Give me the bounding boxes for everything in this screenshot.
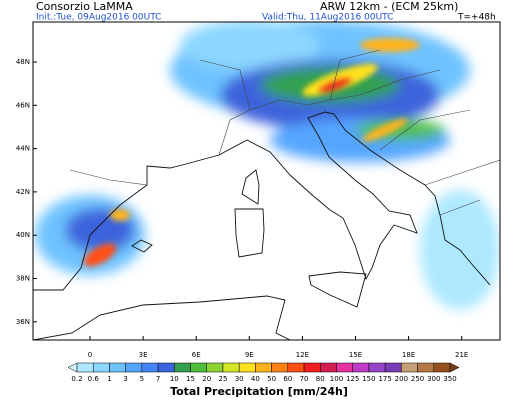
lat-label: 36N — [16, 318, 30, 326]
colorbar-swatch — [157, 362, 175, 373]
colorbar-label: 100 — [330, 375, 343, 383]
colorbar-label: 25 — [218, 375, 227, 383]
colorbar-swatch — [384, 362, 402, 373]
lon-label: 15E — [349, 351, 362, 359]
colorbar-swatch — [76, 362, 94, 373]
colorbar: 0.2 0.6 1 3 5 7 10 15 20 25 30 40 50 60 70 80 100 125 150 1… — [67, 362, 460, 383]
lon-label: 12E — [296, 351, 309, 359]
colorbar-swatch — [174, 362, 191, 373]
lat-label: 42N — [16, 188, 30, 196]
colorbar-swatch — [336, 362, 353, 373]
map — [33, 22, 500, 340]
colorbar-swatch — [238, 362, 256, 373]
colorbar-swatch — [222, 362, 240, 373]
colorbar-label: 150 — [362, 375, 375, 383]
lat-label: 38N — [16, 275, 30, 283]
coastline — [33, 111, 491, 291]
lat-label: 40N — [16, 231, 30, 239]
colorbar-swatch — [352, 362, 370, 373]
colorbar-swatch — [141, 362, 159, 373]
colorbar-swatch — [287, 362, 305, 373]
lon-label: 0 — [88, 351, 92, 359]
colorbar-label: 20 — [202, 375, 211, 383]
header-init: Init.:Tue, 09Aug2016 00UTC — [36, 13, 161, 23]
colorbar-label: 7 — [156, 375, 160, 383]
lon-label: 21E — [455, 351, 468, 359]
colorbar-label: 0.6 — [88, 375, 100, 383]
colorbar-label: 40 — [251, 375, 260, 383]
colorbar-arrow — [449, 362, 460, 373]
colorbar-swatch — [206, 362, 224, 373]
borders — [69, 49, 500, 216]
colorbar-label: 175 — [378, 375, 391, 383]
africa-coast — [33, 295, 291, 340]
colorbar-label: 125 — [346, 375, 359, 383]
colorbar-label: 350 — [443, 375, 456, 383]
axis-labels: 48N 46N 44N 42N 40N 38N 36N 0 3E 6E 9E 12E 15E 18E 21E — [16, 58, 469, 359]
colorbar-title: Total Precipitation [mm/24h] — [170, 385, 348, 398]
header-left: Consorzio LaMMA — [36, 0, 133, 13]
precipitation-core — [83, 38, 420, 267]
sardinia — [234, 208, 265, 258]
mallorca — [131, 239, 153, 253]
colorbar-label: 1 — [107, 375, 111, 383]
lon-label: 18E — [402, 351, 415, 359]
colorbar-swatch — [109, 362, 126, 373]
colorbar-label: 15 — [186, 375, 195, 383]
map-frame — [32, 21, 501, 341]
colorbar-swatch — [433, 362, 451, 373]
lon-label: 9E — [245, 351, 254, 359]
colorbar-swatch — [190, 362, 207, 373]
colorbar-label: 10 — [170, 375, 179, 383]
lat-label: 48N — [16, 58, 30, 66]
colorbar-label: 200 — [395, 375, 408, 383]
colorbar-label: 5 — [140, 375, 144, 383]
lon-label: 3E — [139, 351, 148, 359]
header-lead: T=+48h — [457, 13, 496, 23]
colorbar-swatch — [368, 362, 386, 373]
colorbar-label: 70 — [300, 375, 309, 383]
colorbar-label: 60 — [283, 375, 292, 383]
lat-label: 44N — [16, 145, 30, 153]
lon-label: 6E — [192, 351, 201, 359]
colorbar-swatch — [125, 362, 143, 373]
colorbar-label: 300 — [427, 375, 440, 383]
colorbar-swatch — [255, 362, 272, 373]
colorbar-label: 50 — [267, 375, 276, 383]
colorbar-label: 80 — [316, 375, 325, 383]
colorbar-label: 0.2 — [71, 375, 82, 383]
header-valid: Valid:Thu, 11Aug2016 00UTC — [262, 13, 393, 23]
colorbar-swatch — [417, 362, 435, 373]
header-model: ARW 12km - (ECM 25km) — [320, 0, 458, 13]
sicily — [308, 271, 367, 308]
corsica — [241, 169, 260, 205]
colorbar-label: 3 — [123, 375, 127, 383]
colorbar-swatch — [92, 362, 110, 373]
lat-label: 46N — [16, 101, 30, 109]
colorbar-swatch — [303, 362, 321, 373]
colorbar-swatch — [271, 362, 289, 373]
colorbar-label: 30 — [235, 375, 244, 383]
colorbar-swatch — [401, 362, 418, 373]
colorbar-swatch — [320, 362, 337, 373]
colorbar-label: 250 — [411, 375, 424, 383]
